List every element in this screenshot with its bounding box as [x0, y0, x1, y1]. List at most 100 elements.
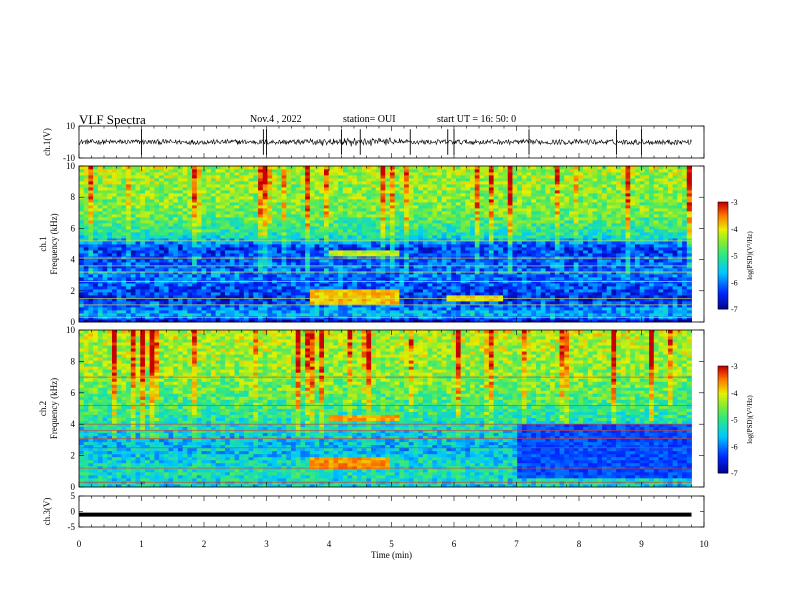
spectrogram-cell	[83, 202, 89, 206]
spectrogram-cell	[243, 220, 250, 224]
spectrogram-cell	[215, 247, 221, 251]
spectrogram-cell	[168, 301, 174, 305]
spectrogram-cell	[404, 175, 410, 179]
spectrogram-cell	[455, 274, 462, 278]
spectrogram-cell	[352, 289, 358, 293]
spectrogram-cell	[470, 184, 476, 188]
spectrogram-cell	[154, 238, 160, 242]
spectrogram-cell	[258, 298, 264, 302]
spectrogram-cell	[177, 184, 184, 188]
spectrogram-cell	[168, 253, 174, 257]
spectrogram-cell	[385, 292, 391, 296]
spectrogram-cell	[187, 187, 193, 191]
spectrogram-cell	[159, 226, 165, 230]
spectrogram-cell	[375, 196, 381, 200]
spectrogram-cell	[352, 319, 358, 323]
spectrogram-cell	[272, 190, 278, 194]
spectrogram-cell	[267, 199, 273, 203]
spectrogram-cell	[432, 196, 438, 200]
spectrogram-cell	[366, 205, 372, 209]
spectrogram-cell	[102, 274, 108, 278]
spectrogram-cell	[441, 292, 447, 296]
spectrogram-cell	[206, 178, 212, 182]
spectrogram-cell	[295, 190, 301, 194]
spectrogram-cell	[328, 241, 334, 245]
spectrogram-cell	[437, 250, 443, 254]
spectrogram-cell	[413, 178, 419, 182]
spectrogram-cell	[328, 220, 334, 224]
spectrogram-cell	[399, 238, 405, 242]
spectrogram-cell	[210, 271, 217, 275]
spectrogram-cell	[413, 310, 419, 314]
spectrogram-cell	[347, 244, 353, 248]
spectrogram-cell	[196, 202, 202, 206]
spectrogram-cell	[361, 271, 367, 275]
spectrogram-cell	[375, 172, 381, 176]
spectrogram-cell	[380, 292, 386, 296]
spectrogram-cell	[361, 169, 367, 173]
spectrogram-cell	[446, 268, 452, 272]
spectrogram-cell	[159, 187, 165, 191]
spectrogram-cell	[517, 211, 523, 215]
spectrogram-cell	[389, 259, 396, 263]
spectrogram-cell	[356, 169, 363, 173]
ch1-ytick-label: 10	[66, 121, 76, 131]
spectrogram-cell	[422, 301, 429, 305]
spectrogram-cell	[389, 199, 396, 203]
spectrogram-cell	[154, 259, 160, 263]
spectrogram-cell	[300, 187, 306, 191]
spectrogram-cell	[79, 274, 85, 278]
spectrogram-cell	[154, 205, 160, 209]
spectrogram-cell	[404, 193, 410, 197]
spectrogram-cell	[371, 250, 377, 254]
spectrogram-cell	[470, 181, 476, 185]
spectrogram-cell	[196, 283, 202, 287]
spectrogram-cell	[437, 223, 443, 227]
spectrogram-cell	[168, 238, 174, 242]
spectrogram-cell	[455, 187, 462, 191]
spectrogram-cell	[215, 289, 221, 293]
spectrogram-cell	[498, 184, 504, 188]
spectrogram-cell	[385, 319, 391, 323]
spectrogram-cell	[474, 292, 480, 296]
spectrogram-cell	[394, 301, 400, 305]
spectrogram-cell	[338, 292, 344, 296]
spectrogram-cell	[229, 310, 235, 314]
spectrogram-cell	[97, 250, 103, 254]
spectrogram-cell	[352, 277, 358, 281]
spectrogram-cell	[385, 265, 391, 269]
spectrogram-cell	[493, 211, 499, 215]
spectrogram-cell	[88, 253, 94, 257]
spectrogram-cell	[305, 226, 311, 230]
spectrogram-cell	[319, 286, 325, 290]
spectrogram-cell	[163, 274, 169, 278]
spectrogram-cell	[300, 298, 306, 302]
spectrogram-cell	[93, 238, 99, 242]
spectrogram-cell	[319, 205, 325, 209]
spectrogram-cell	[159, 292, 165, 296]
spectrogram-cell	[201, 307, 207, 311]
spectrogram-cell	[130, 199, 136, 203]
spectrogram-cell	[455, 199, 462, 203]
spectrogram-cell	[517, 229, 523, 233]
spectrogram-cell	[413, 175, 419, 179]
spectrogram-cell	[121, 283, 127, 287]
spectrogram-cell	[130, 166, 136, 170]
spectrogram-cell	[229, 187, 235, 191]
spectrogram-cell	[206, 223, 212, 227]
spectrogram-cell	[375, 187, 381, 191]
spectrogram-cell	[159, 172, 165, 176]
spectrogram-cell	[220, 178, 226, 182]
spectrogram-cell	[239, 205, 245, 209]
spectrogram-cell	[352, 310, 358, 314]
spectrogram-cell	[507, 241, 513, 245]
spectrogram-cell	[196, 232, 202, 236]
spectrogram-cell	[173, 238, 179, 242]
spectrogram-cell	[319, 172, 325, 176]
spectrogram-cell	[121, 253, 127, 257]
spectrogram-cell	[300, 178, 306, 182]
spectrogram-cell	[79, 223, 85, 227]
spectrogram-cell	[474, 250, 480, 254]
spectrogram-cell	[451, 181, 457, 185]
spectrogram-cell	[314, 193, 320, 197]
